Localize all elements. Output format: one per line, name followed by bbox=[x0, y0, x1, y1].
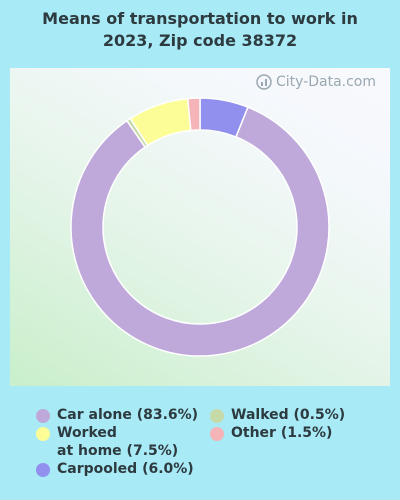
legend-swatch-car-alone bbox=[36, 409, 50, 423]
city-data-logo-icon bbox=[256, 74, 272, 90]
legend-swatch-carpooled bbox=[36, 463, 50, 477]
watermark: City-Data.com bbox=[256, 74, 376, 90]
legend-swatch-walked bbox=[210, 409, 224, 423]
chart-title-line-2: 2023, Zip code 38372 bbox=[102, 31, 298, 50]
plot-area: City-Data.com bbox=[10, 68, 390, 386]
legend-label-other: Other (1.5%) bbox=[231, 425, 333, 441]
donut-chart bbox=[70, 97, 330, 357]
donut-slice-car-alone bbox=[70, 106, 330, 357]
chart-title: Means of transportation to work in 2023,… bbox=[20, 8, 380, 52]
legend-item-other: Other (1.5%) bbox=[210, 424, 332, 442]
legend-label-car-alone: Car alone (83.6%) bbox=[57, 407, 199, 423]
chart-title-line-1: Means of transportation to work in bbox=[42, 9, 358, 28]
watermark-text: City-Data.com bbox=[275, 74, 376, 90]
legend-label-walked: Walked (0.5%) bbox=[231, 407, 346, 423]
donut-slice-other bbox=[186, 97, 201, 132]
legend-item-car-alone: Car alone (83.6%) bbox=[36, 406, 198, 424]
legend-item-worked-at-home: Worked at home (7.5%) bbox=[36, 424, 178, 460]
legend-swatch-other bbox=[210, 427, 224, 441]
legend-label-worked-at-home: Worked at home (7.5%) bbox=[57, 425, 179, 459]
legend-label-carpooled: Carpooled (6.0%) bbox=[57, 461, 194, 477]
legend-item-walked: Walked (0.5%) bbox=[210, 406, 345, 424]
legend-swatch-worked-at-home bbox=[36, 427, 50, 441]
legend-item-carpooled: Carpooled (6.0%) bbox=[36, 460, 194, 478]
legend: Car alone (83.6%) Worked at home (7.5%) … bbox=[0, 402, 400, 492]
